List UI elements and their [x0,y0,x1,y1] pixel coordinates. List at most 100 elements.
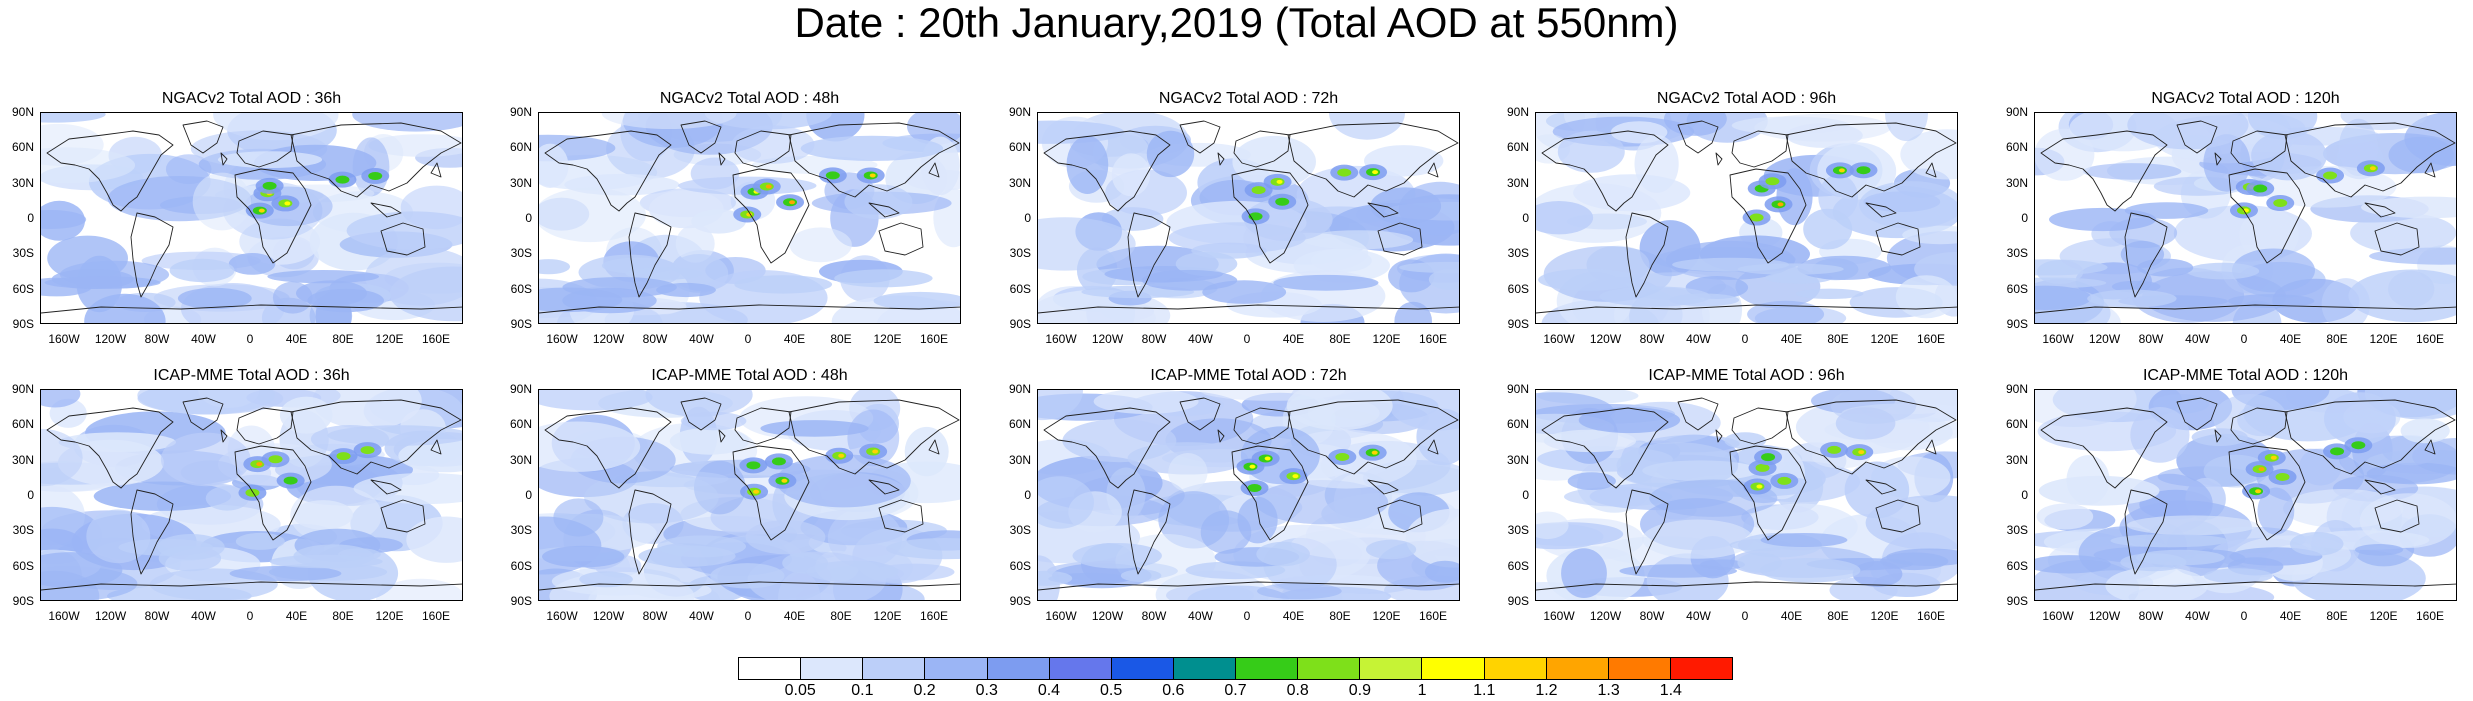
colorbar-swatch [801,658,864,679]
latitude-label: 30S [2006,246,2028,261]
latitude-label: 0 [2021,488,2028,502]
latitude-label: 60S [2006,281,2028,296]
longitude-label: 160E [1916,609,1946,623]
longitude-label: 0 [246,332,254,346]
latitude-label: 30N [1008,452,1031,467]
latitude-label: 60S [1009,281,1031,296]
longitude-label: 160E [1418,609,1448,623]
latitude-label: 30N [1506,452,1529,467]
map-panel: NGACv2 Total AOD : 48h 90N 60N 30N 0 30S 60S 90… [498,90,992,350]
longitude-label: 120E [1870,332,1899,346]
latitude-label: 30S [1507,246,1529,261]
colorbar-label: 0.6 [1162,682,1185,699]
longitude-label: 80W [642,332,668,346]
longitude-label: 120E [1372,332,1401,346]
latitude-label: 90N [1506,382,1529,396]
longitude-label: 120E [2369,332,2398,346]
latitude-label: 90N [1008,105,1031,119]
latitude-label: 30S [2006,523,2028,538]
colorbar-swatch [1173,658,1236,679]
longitude-label: 40E [2279,609,2302,623]
longitude-label: 80W [2138,609,2164,623]
latitude-label: 30S [1507,523,1529,538]
colorbar-label: 1.2 [1535,682,1558,699]
panel-title: NGACv2 Total AOD : 36h [161,90,342,107]
latitude-label: 90N [1506,105,1529,119]
latitude-label: 60N [11,417,34,432]
colorbar-swatch [1236,658,1299,679]
longitude-label: 0 [1741,332,1749,346]
longitude-label: 160W [1543,609,1575,623]
longitude-label: 80W [144,609,170,623]
longitude-label: 0 [744,332,752,346]
colorbar-label: 1.3 [1597,682,1620,699]
longitude-label: 120E [1372,609,1401,623]
aod-map [1535,112,1958,324]
colorbar-label: 0.1 [851,682,874,699]
longitude-label: 40W [1686,332,1711,346]
latitude-label: 60S [1507,558,1529,573]
latitude-label: 60S [2006,558,2028,573]
longitude-label: 80W [1639,332,1665,346]
longitude-label: 40W [689,609,714,623]
longitude-label: 80E [830,609,852,623]
colorbar-swatch [925,658,988,679]
longitude-label: 160W [2042,332,2074,346]
longitude-label: 160E [421,609,451,623]
colorbar-label: 0.3 [975,682,998,699]
longitude-label: 0 [2240,332,2248,346]
aod-map [1037,389,1460,601]
longitude-label: 120E [2369,609,2398,623]
longitude-label: 120E [873,609,902,623]
latitude-label: 0 [525,211,532,225]
latitude-label: 90N [509,382,532,396]
latitude-label: 60N [509,417,532,432]
latitude-label: 90S [1009,317,1031,331]
longitude-label: 40E [1282,609,1305,623]
latitude-label: 90S [510,317,532,331]
aod-map [538,112,961,324]
colorbar-swatch [739,658,802,679]
longitude-label: 80W [642,609,668,623]
longitude-label: 160E [421,332,451,346]
map-panel: ICAP-MME Total AOD : 120h 90N 60N 30N 0 30S 60… [1994,367,2473,627]
colorbar-label: 1.4 [1659,682,1682,699]
longitude-label: 40E [1282,332,1305,346]
latitude-label: 30N [2005,175,2028,190]
colorbar-swatch [1422,658,1485,679]
longitude-label: 160W [546,332,578,346]
longitude-label: 160W [546,609,578,623]
panel-title: NGACv2 Total AOD : 48h [659,90,840,107]
longitude-label: 40E [285,332,308,346]
latitude-label: 60N [1008,417,1031,432]
longitude-label: 160E [919,332,949,346]
longitude-label: 40W [191,332,216,346]
longitude-label: 80E [830,332,852,346]
longitude-label: 120W [1589,609,1622,623]
panel-title: NGACv2 Total AOD : 120h [2151,90,2340,107]
colorbar-label: 1.1 [1473,682,1496,699]
colorbar [738,657,1733,680]
colorbar-swatch [1298,658,1361,679]
map-panel: NGACv2 Total AOD : 36h 90N 60N 30N 0 30S 60S 90… [0,90,494,350]
map-panel: ICAP-MME Total AOD : 48h 90N 60N 30N 0 30S 60S… [498,367,992,627]
aod-map [2034,389,2457,601]
map-panel: ICAP-MME Total AOD : 72h 90N 60N 30N 0 30S 60S… [997,367,1491,627]
latitude-label: 90S [1507,317,1529,331]
map-panel: NGACv2 Total AOD : 72h 90N 60N 30N 0 30S 60S 90… [997,90,1491,350]
colorbar-swatch [863,658,926,679]
longitude-label: 40E [783,609,806,623]
longitude-label: 40W [1686,609,1711,623]
latitude-label: 90S [2006,594,2028,608]
panel-title: NGACv2 Total AOD : 96h [1656,90,1837,107]
longitude-label: 0 [2240,609,2248,623]
latitude-label: 90N [509,105,532,119]
latitude-label: 90S [12,317,34,331]
longitude-label: 80E [332,332,354,346]
colorbar-swatch [1670,658,1732,679]
longitude-label: 120E [375,609,404,623]
latitude-label: 30S [12,523,34,538]
panel-title: ICAP-MME Total AOD : 96h [1648,367,1845,384]
longitude-label: 80W [1141,332,1167,346]
latitude-label: 0 [27,488,34,502]
